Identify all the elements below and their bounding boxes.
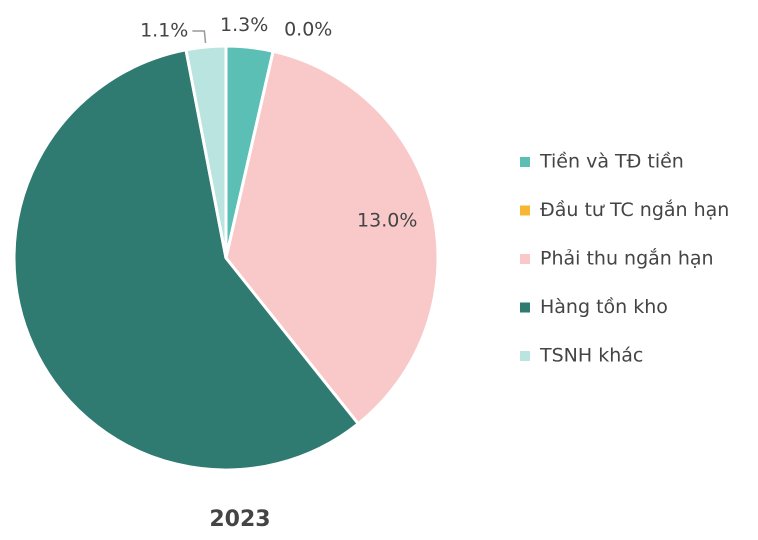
legend-swatch bbox=[520, 157, 530, 167]
legend-label: Phải thu ngắn hạn bbox=[540, 247, 714, 270]
pie-slice bbox=[12, 48, 361, 472]
legend-swatch bbox=[520, 254, 530, 264]
legend-swatch bbox=[520, 351, 530, 361]
legend-label: Tiền và TĐ tiền bbox=[539, 151, 684, 173]
legend-label: Hàng tồn kho bbox=[540, 296, 668, 318]
legend-label: TSNH khác bbox=[539, 345, 643, 367]
pie-slice bbox=[224, 49, 440, 426]
pie-slice bbox=[184, 44, 228, 259]
data-label: 1.3% bbox=[220, 14, 268, 36]
data-label: 1.1% bbox=[140, 20, 188, 42]
legend-swatch bbox=[520, 302, 530, 313]
data-label: 0.0% bbox=[284, 18, 332, 40]
chart-title: 2023 bbox=[209, 507, 270, 532]
legend-swatch bbox=[520, 205, 530, 216]
data-label: 13.0% bbox=[357, 210, 417, 232]
leader-line bbox=[192, 30, 207, 44]
legend-label: Đầu tư TC ngắn hạn bbox=[540, 198, 729, 221]
